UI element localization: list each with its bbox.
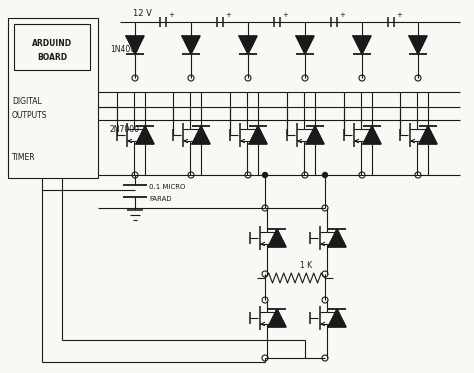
Text: OUTPUTS: OUTPUTS bbox=[12, 110, 47, 119]
Polygon shape bbox=[239, 36, 257, 54]
Text: +: + bbox=[396, 12, 402, 18]
Polygon shape bbox=[268, 309, 286, 327]
Circle shape bbox=[263, 172, 267, 178]
Text: 1N4007: 1N4007 bbox=[110, 46, 140, 54]
Text: 2N7000: 2N7000 bbox=[110, 125, 140, 135]
Text: 12 V: 12 V bbox=[133, 9, 152, 19]
Polygon shape bbox=[306, 126, 324, 144]
Text: +: + bbox=[339, 12, 345, 18]
Polygon shape bbox=[328, 309, 346, 327]
Polygon shape bbox=[182, 36, 200, 54]
Text: DIGITAL: DIGITAL bbox=[12, 97, 42, 107]
Polygon shape bbox=[363, 126, 381, 144]
Text: FARAD: FARAD bbox=[149, 196, 172, 202]
Bar bbox=[14, 24, 90, 70]
Bar bbox=[8, 18, 98, 178]
Polygon shape bbox=[296, 36, 314, 54]
Text: TIMER: TIMER bbox=[12, 154, 36, 163]
Text: +: + bbox=[168, 12, 174, 18]
Text: BOARD: BOARD bbox=[37, 53, 67, 63]
Polygon shape bbox=[353, 36, 371, 54]
Polygon shape bbox=[328, 229, 346, 247]
Polygon shape bbox=[249, 126, 267, 144]
Polygon shape bbox=[419, 126, 437, 144]
Text: 1 K: 1 K bbox=[300, 261, 312, 270]
Text: 0.1 MICRO: 0.1 MICRO bbox=[149, 184, 185, 190]
Text: +: + bbox=[225, 12, 231, 18]
Text: +: + bbox=[282, 12, 288, 18]
Polygon shape bbox=[409, 36, 427, 54]
Polygon shape bbox=[268, 229, 286, 247]
Text: ARDUIND: ARDUIND bbox=[32, 40, 72, 48]
Circle shape bbox=[322, 172, 328, 178]
Polygon shape bbox=[192, 126, 210, 144]
Polygon shape bbox=[136, 126, 154, 144]
Polygon shape bbox=[126, 36, 144, 54]
